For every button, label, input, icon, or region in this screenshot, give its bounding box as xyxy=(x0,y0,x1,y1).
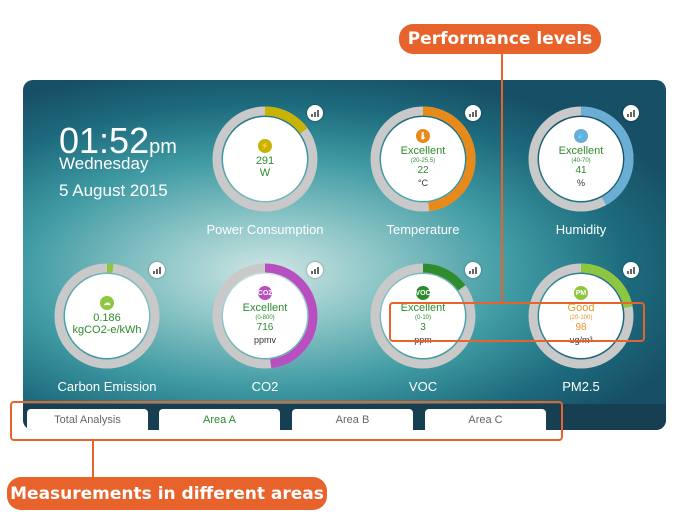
co2-ring xyxy=(212,263,318,369)
voc-value: 3 xyxy=(420,322,426,333)
humidity-readout: 💧 Excellent (40-70) 41% xyxy=(539,117,623,201)
tab-area-b[interactable]: Area B xyxy=(292,409,413,430)
temperature-label: Temperature xyxy=(386,222,460,237)
lightning-icon: ⚡ xyxy=(258,139,272,153)
performance-levels-callout: Performance levels xyxy=(399,24,601,54)
thermometer-icon: 🌡 xyxy=(416,129,430,143)
co2-value: 716 xyxy=(256,322,274,333)
humidity-label: Humidity xyxy=(555,222,607,237)
power-consumption-ring xyxy=(212,106,318,212)
carbon-emission-chart-icon[interactable] xyxy=(149,262,165,278)
carbon-emission-label: Carbon Emission xyxy=(57,379,157,394)
power-consumption-unit: W xyxy=(259,167,271,179)
co2-range: (0-800) xyxy=(255,315,275,321)
areas-highlight-box xyxy=(10,401,563,441)
clock-day: Wednesday xyxy=(59,154,149,173)
pm25-rating: Good xyxy=(567,302,595,314)
humidity-gauge: 💧 Excellent (40-70) 41% xyxy=(526,104,636,214)
co2-rating: Excellent xyxy=(242,302,288,314)
temperature-rating: Excellent xyxy=(400,145,446,157)
humidity-range: (40-70) xyxy=(571,158,591,164)
carbon-emission-unit: kgCO2-e/kWh xyxy=(72,324,142,336)
callout-connector-top xyxy=(501,54,503,304)
clock-time: 01:52pm xyxy=(59,120,177,161)
carbon-emission-ring xyxy=(54,263,160,369)
voc-rating: Excellent xyxy=(400,302,446,314)
clock-date: 5 August 2015 xyxy=(59,181,168,200)
pm25-range: (20-100) xyxy=(569,315,593,321)
co2-unit: ppmv xyxy=(253,335,276,345)
temperature-ring xyxy=(370,106,476,212)
co2-icon: CO2 xyxy=(258,286,272,300)
humidity-unit: % xyxy=(576,178,585,188)
voc-label: VOC xyxy=(408,379,438,394)
power-consumption-chart-icon[interactable] xyxy=(307,105,323,121)
power-consumption-readout: ⚡ 291 W xyxy=(223,117,307,201)
carbon-emission-readout: ☁ 0.186 kgCO2-e/kWh xyxy=(65,274,149,358)
temperature-value: 22 xyxy=(417,165,429,176)
cloud-icon: ☁ xyxy=(100,296,114,310)
co2-label: CO2 xyxy=(251,379,279,394)
tab-area-a[interactable]: Area A xyxy=(159,409,280,430)
carbon-emission-gauge: ☁ 0.186 kgCO2-e/kWh xyxy=(52,261,162,371)
water-drop-icon: 💧 xyxy=(574,129,588,143)
carbon-emission-value: 0.186 xyxy=(93,312,121,324)
humidity-chart-icon[interactable] xyxy=(623,105,639,121)
humidity-rating: Excellent xyxy=(558,145,604,157)
pm25-label: PM2.5 xyxy=(562,379,600,394)
voc-ring xyxy=(370,263,476,369)
temperature-readout: 🌡 Excellent (20-25.5) 22 °C xyxy=(381,117,465,201)
clock-ampm: pm xyxy=(149,136,177,158)
power-consumption-label: Power Consumption xyxy=(206,222,324,237)
pm25-ring xyxy=(528,263,634,369)
temperature-unit: °C xyxy=(417,178,429,188)
humidity-ring xyxy=(528,106,634,212)
temperature-range: (20-25.5) xyxy=(410,158,436,164)
pm25-icon: PM xyxy=(574,286,588,300)
tab-total-analysis[interactable]: Total Analysis xyxy=(27,409,148,430)
pm25-value: 98 xyxy=(575,322,587,333)
temperature-chart-icon[interactable] xyxy=(465,105,481,121)
performance-highlight-box xyxy=(389,302,645,342)
temperature-gauge: 🌡 Excellent (20-25.5) 22 °C xyxy=(368,104,478,214)
pm25-chart-icon[interactable] xyxy=(623,262,639,278)
measurements-areas-callout: Measurements in different areas xyxy=(7,477,327,510)
co2-readout: CO2 Excellent (0-800) 716 ppmv xyxy=(223,274,307,358)
power-consumption-value: 291 xyxy=(255,155,275,167)
power-consumption-gauge: ⚡ 291 W xyxy=(210,104,320,214)
callout-connector-bottom xyxy=(92,441,94,477)
co2-chart-icon[interactable] xyxy=(307,262,323,278)
voc-chart-icon[interactable] xyxy=(465,262,481,278)
co2-gauge: CO2 Excellent (0-800) 716 ppmv xyxy=(210,261,320,371)
voc-range: (0-10) xyxy=(414,315,431,321)
pm25-gauge: PM Good (20-100) 98 ug/m³ xyxy=(526,261,636,371)
tab-area-c[interactable]: Area C xyxy=(425,409,546,430)
voc-icon: VOC xyxy=(415,286,431,300)
dashboard-panel: 01:52pm Wednesday 5 August 2015 ⚡ 291 W Pow… xyxy=(23,80,666,430)
humidity-value: 41 xyxy=(575,165,587,176)
